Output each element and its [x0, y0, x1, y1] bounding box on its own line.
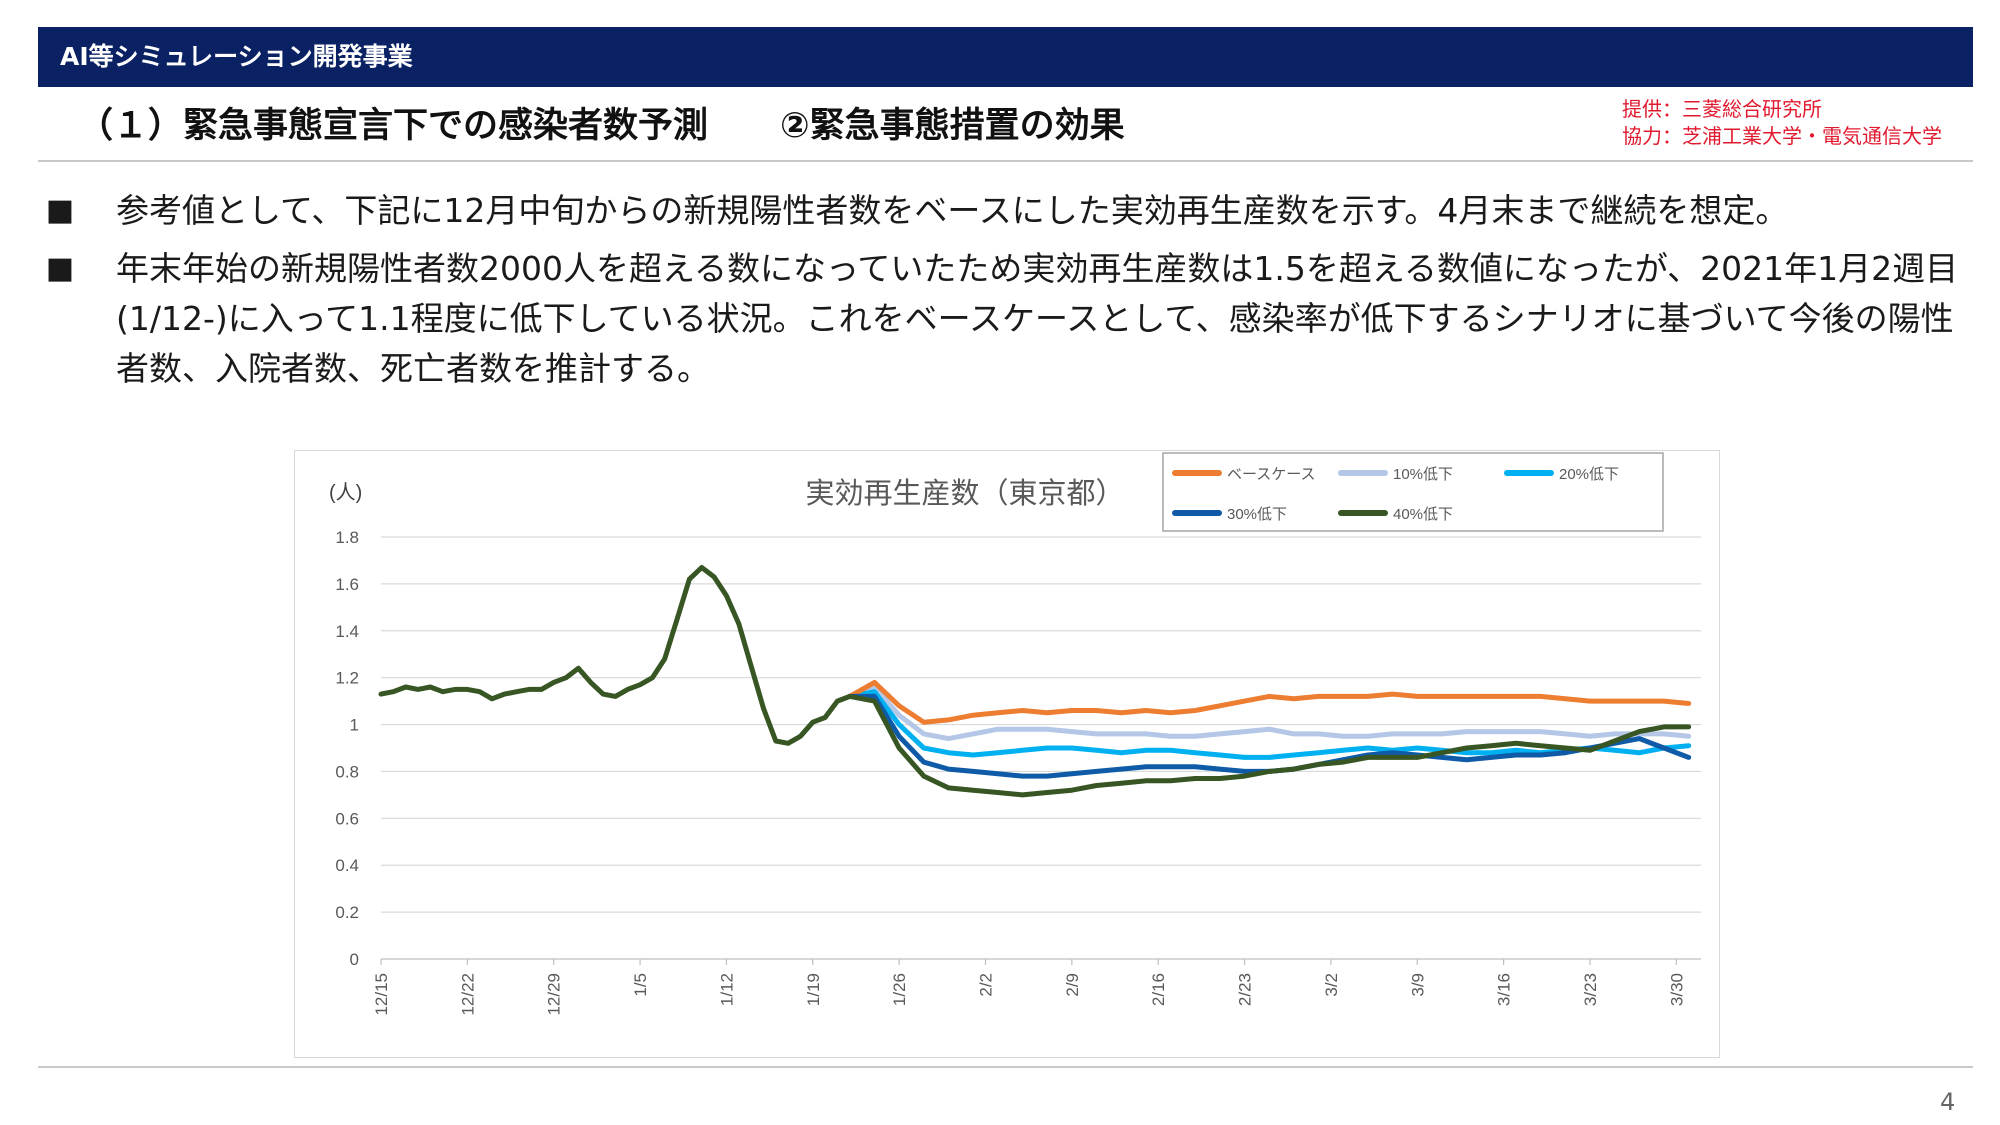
x-tick-label: 3/9	[1408, 973, 1427, 997]
bullet-marker: ■	[45, 251, 75, 286]
section-banner: AI等シミュレーション開発事業	[38, 27, 1973, 87]
chart-container: 0 0.2 0.4 0.6 0.8 1 1.2 1.4 1.6 1.8 (人) 12/15 12/22 1…	[294, 450, 1720, 1058]
x-tick-label: 2/16	[1149, 973, 1168, 1006]
rt-line-chart: 0 0.2 0.4 0.6 0.8 1 1.2 1.4 1.6 1.8 (人) 12/15 12/22 1…	[329, 452, 1701, 1016]
footer-divider	[38, 1066, 1973, 1068]
credit-block: 提供：三菱総合研究所 協力：芝浦工業大学・電気通信大学	[1622, 96, 1942, 150]
credit-cooperation: 協力：芝浦工業大学・電気通信大学	[1622, 124, 1942, 148]
banner-title: AI等シミュレーション開発事業	[60, 42, 413, 71]
x-tick-label: 2/23	[1236, 973, 1255, 1006]
bullet-list: ■ 参考値として、下記に12月中旬からの新規陽性者数をベースにした実効再生産数を…	[40, 186, 1965, 402]
x-tick-label: 12/29	[545, 973, 564, 1016]
chart-title: 実効再生産数（東京都）	[805, 477, 1124, 510]
legend-label: 10%低下	[1393, 466, 1453, 483]
page-number: 4	[1940, 1088, 1956, 1116]
subtitle-right: ②緊急事態措置の効果	[780, 106, 1125, 146]
x-tick-label: 3/2	[1322, 973, 1341, 997]
x-tick-label: 3/16	[1495, 973, 1514, 1006]
slide-subtitle: （１）緊急事態宣言下での感染者数予測 ②緊急事態措置の効果	[78, 98, 1125, 154]
x-tick-label: 12/22	[458, 973, 477, 1016]
series-line	[847, 679, 1692, 725]
y-tick-label: 0.8	[335, 762, 359, 781]
y-tick-label: 1.2	[335, 669, 359, 688]
x-tick-label: 1/12	[717, 973, 736, 1006]
bullet-marker: ■	[45, 193, 75, 228]
series-line	[847, 684, 1692, 742]
legend-label: 30%低下	[1227, 506, 1287, 523]
legend-label: 40%低下	[1393, 506, 1453, 523]
series-line-shared-history	[378, 565, 853, 746]
bullet-text: 年末年始の新規陽性者数2000人を超える数になっていたため実効再生産数は1.5を…	[116, 249, 1959, 388]
y-tick-label: 1.4	[335, 622, 359, 641]
series-line	[847, 693, 1692, 779]
subtitle-left: （１）緊急事態宣言下での感染者数予測	[78, 106, 709, 146]
legend-box	[1162, 452, 1664, 532]
header-divider	[38, 160, 1973, 162]
x-tick-label: 3/23	[1581, 973, 1600, 1006]
y-tick-label: 0.6	[335, 809, 359, 828]
credit-provider: 提供：三菱総合研究所	[1622, 97, 1822, 121]
series-line	[847, 693, 1692, 798]
x-tick-label: 2/9	[1063, 973, 1082, 997]
bullet-item: ■ 年末年始の新規陽性者数2000人を超える数になっていたため実効再生産数は1.…	[40, 244, 1965, 394]
x-tick-label: 3/30	[1667, 973, 1686, 1006]
legend-label: 20%低下	[1559, 466, 1619, 483]
y-axis-unit: (人)	[329, 481, 362, 504]
y-tick-label: 0.2	[335, 903, 359, 922]
bullet-text: 参考値として、下記に12月中旬からの新規陽性者数をベースにした実効再生産数を示す…	[116, 191, 1789, 230]
y-tick-label: 0.4	[335, 856, 359, 875]
x-tick-label: 1/5	[631, 973, 650, 997]
x-tick-label: 12/15	[372, 973, 391, 1016]
y-tick-label: 1.8	[335, 528, 359, 547]
legend-label: ベースケース	[1227, 466, 1316, 483]
y-tick-label: 1.6	[335, 575, 359, 594]
bullet-item: ■ 参考値として、下記に12月中旬からの新規陽性者数をベースにした実効再生産数を…	[40, 186, 1965, 236]
x-tick-label: 2/2	[976, 973, 995, 997]
x-tick-label: 1/26	[890, 973, 909, 1006]
x-tick-label: 1/19	[804, 973, 823, 1006]
y-tick-label: 0	[350, 950, 359, 969]
y-tick-label: 1	[350, 716, 359, 735]
